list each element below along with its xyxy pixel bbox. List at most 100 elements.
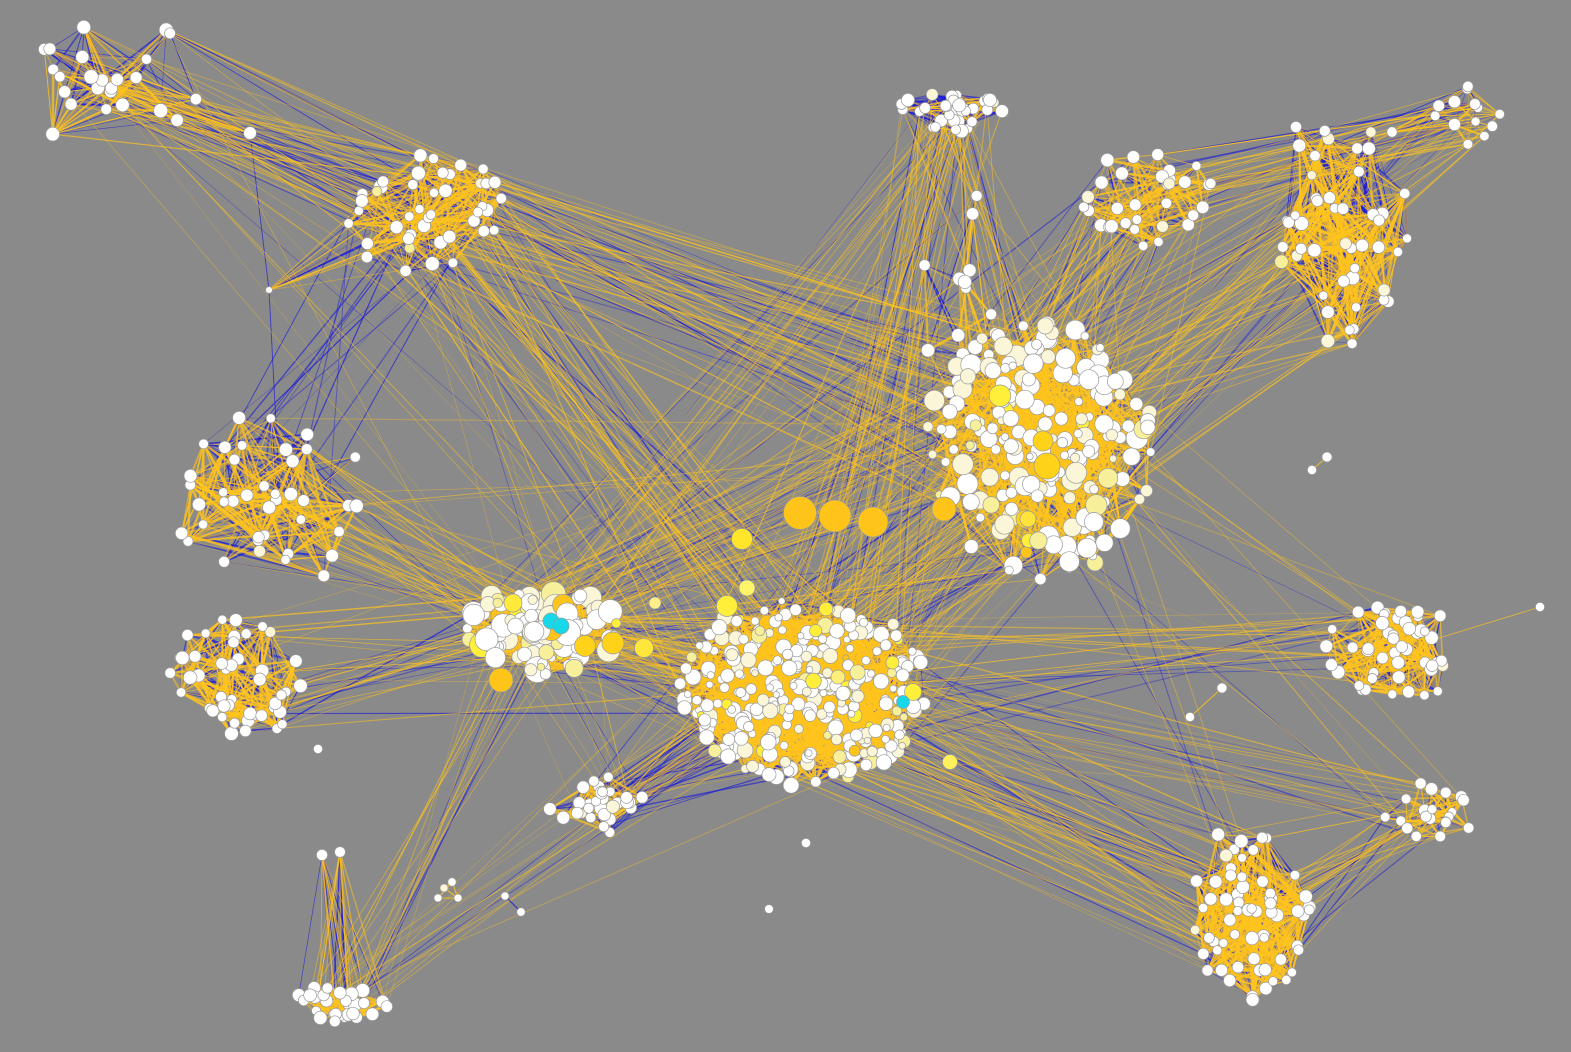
graph-node[interactable] bbox=[801, 686, 812, 697]
high-degree-node[interactable] bbox=[634, 638, 654, 658]
graph-node[interactable] bbox=[635, 791, 649, 804]
graph-node[interactable] bbox=[722, 732, 736, 746]
graph-node[interactable] bbox=[761, 767, 777, 782]
graph-node[interactable] bbox=[774, 613, 783, 622]
graph-node[interactable] bbox=[218, 496, 230, 508]
graph-node[interactable] bbox=[886, 667, 897, 678]
graph-node[interactable] bbox=[1040, 349, 1056, 365]
graph-node[interactable] bbox=[1094, 175, 1109, 190]
graph-node[interactable] bbox=[1062, 517, 1082, 537]
graph-node[interactable] bbox=[280, 554, 291, 565]
graph-node[interactable] bbox=[188, 650, 202, 663]
graph-node[interactable] bbox=[698, 729, 715, 746]
hub-node[interactable] bbox=[243, 126, 257, 140]
graph-node[interactable] bbox=[789, 603, 802, 616]
graph-node[interactable] bbox=[976, 332, 988, 345]
graph-node[interactable] bbox=[1319, 639, 1334, 654]
graph-node[interactable] bbox=[217, 712, 228, 723]
graph-node[interactable] bbox=[1015, 389, 1035, 410]
graph-node[interactable] bbox=[217, 614, 228, 625]
high-degree-node[interactable] bbox=[904, 683, 922, 701]
graph-node[interactable] bbox=[1235, 879, 1250, 894]
graph-node[interactable] bbox=[887, 618, 900, 631]
graph-node[interactable] bbox=[683, 690, 692, 698]
graph-node[interactable] bbox=[1021, 372, 1036, 387]
graph-node[interactable] bbox=[791, 696, 806, 711]
graph-node[interactable] bbox=[1291, 904, 1305, 918]
graph-node[interactable] bbox=[1211, 827, 1226, 842]
graph-node[interactable] bbox=[1392, 670, 1406, 684]
graph-node[interactable] bbox=[1160, 197, 1173, 209]
graph-node[interactable] bbox=[611, 618, 622, 629]
graph-node[interactable] bbox=[800, 650, 813, 663]
graph-node[interactable] bbox=[598, 599, 623, 624]
graph-node[interactable] bbox=[882, 723, 891, 732]
graph-node[interactable] bbox=[1106, 372, 1124, 390]
graph-node[interactable] bbox=[1259, 981, 1273, 996]
graph-node[interactable] bbox=[454, 158, 468, 172]
graph-node[interactable] bbox=[842, 659, 854, 672]
graph-node[interactable] bbox=[706, 671, 715, 680]
graph-node[interactable] bbox=[317, 569, 331, 583]
graph-node[interactable] bbox=[1457, 793, 1470, 807]
graph-node[interactable] bbox=[228, 453, 241, 466]
graph-node[interactable] bbox=[516, 646, 532, 662]
node-layer[interactable] bbox=[38, 19, 1545, 1028]
graph-node[interactable] bbox=[1034, 572, 1047, 586]
graph-node[interactable] bbox=[810, 776, 822, 788]
graph-node[interactable] bbox=[1095, 533, 1114, 552]
graph-node[interactable] bbox=[462, 603, 485, 627]
graph-node[interactable] bbox=[1373, 214, 1386, 227]
graph-node[interactable] bbox=[527, 594, 538, 605]
graph-node[interactable] bbox=[1215, 963, 1228, 977]
graph-node[interactable] bbox=[1231, 961, 1245, 974]
graph-node[interactable] bbox=[720, 748, 737, 765]
graph-node[interactable] bbox=[1055, 347, 1076, 369]
graph-node[interactable] bbox=[257, 621, 268, 632]
graph-node[interactable] bbox=[1353, 165, 1365, 178]
isolated-node[interactable] bbox=[447, 877, 457, 887]
graph-node[interactable] bbox=[988, 384, 1012, 407]
graph-node[interactable] bbox=[1439, 786, 1452, 799]
graph-node[interactable] bbox=[1287, 967, 1297, 978]
graph-node[interactable] bbox=[1349, 263, 1360, 274]
graph-node[interactable] bbox=[153, 103, 169, 119]
graph-node[interactable] bbox=[1355, 238, 1369, 253]
graph-node[interactable] bbox=[1133, 493, 1146, 505]
graph-node[interactable] bbox=[851, 689, 865, 703]
graph-node[interactable] bbox=[1321, 305, 1335, 319]
graph-node[interactable] bbox=[181, 629, 194, 642]
graph-node[interactable] bbox=[809, 624, 823, 638]
graph-node[interactable] bbox=[1337, 274, 1350, 288]
graph-node[interactable] bbox=[293, 678, 308, 693]
graph-node[interactable] bbox=[1060, 450, 1069, 460]
graph-node[interactable] bbox=[300, 443, 313, 456]
graph-node[interactable] bbox=[1004, 565, 1014, 575]
graph-node[interactable] bbox=[472, 206, 484, 218]
graph-node[interactable] bbox=[399, 264, 412, 277]
graph-node[interactable] bbox=[380, 1000, 393, 1013]
graph-node[interactable] bbox=[962, 493, 980, 511]
graph-node[interactable] bbox=[262, 500, 277, 515]
graph-node[interactable] bbox=[1063, 491, 1077, 505]
graph-node[interactable] bbox=[182, 535, 194, 547]
graph-node[interactable] bbox=[492, 597, 503, 609]
graph-node[interactable] bbox=[805, 665, 814, 674]
graph-node[interactable] bbox=[1129, 224, 1140, 235]
graph-node[interactable] bbox=[360, 250, 373, 264]
graph-node[interactable] bbox=[140, 53, 153, 65]
graph-node[interactable] bbox=[1084, 512, 1104, 532]
graph-node[interactable] bbox=[1020, 546, 1033, 559]
graph-node[interactable] bbox=[189, 93, 202, 106]
graph-node[interactable] bbox=[1110, 201, 1124, 215]
graph-node[interactable] bbox=[1387, 632, 1400, 645]
graph-node[interactable] bbox=[424, 256, 440, 272]
graph-node[interactable] bbox=[355, 194, 369, 208]
graph-node[interactable] bbox=[1351, 605, 1365, 619]
graph-node[interactable] bbox=[232, 411, 246, 425]
graph-node[interactable] bbox=[255, 709, 268, 722]
graph-node[interactable] bbox=[1318, 125, 1331, 137]
graph-node[interactable] bbox=[779, 756, 791, 768]
graph-node[interactable] bbox=[994, 514, 1015, 535]
